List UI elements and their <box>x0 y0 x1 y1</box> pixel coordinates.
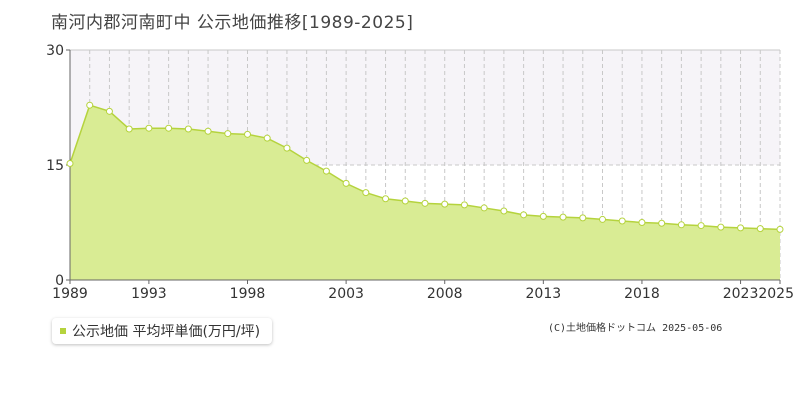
data-point <box>66 159 74 167</box>
x-tick-label: 2025 <box>758 286 794 302</box>
y-tick-label: 0 <box>55 273 64 289</box>
data-point <box>401 197 409 205</box>
data-point <box>342 179 350 187</box>
data-point <box>382 195 390 203</box>
x-tick-label: 1993 <box>131 286 167 302</box>
data-point <box>559 213 567 221</box>
legend-label: 公示地価 平均坪単価(万円/坪) <box>72 324 261 340</box>
data-point <box>224 130 232 138</box>
y-tick-label: 30 <box>46 43 64 59</box>
data-point <box>421 199 429 207</box>
x-tick-label: 1998 <box>230 286 266 302</box>
data-point <box>756 225 764 233</box>
x-tick-label: 1989 <box>52 286 88 302</box>
data-point <box>599 215 606 223</box>
x-tick-label: 2003 <box>328 286 364 302</box>
data-point <box>480 204 488 212</box>
y-tick-label: 15 <box>46 158 64 174</box>
x-tick-label: 2013 <box>526 286 562 302</box>
data-point <box>145 124 153 132</box>
data-point <box>658 219 666 227</box>
copyright-text: (C)土地価格ドットコム 2025-05-06 <box>548 323 723 334</box>
data-point <box>322 167 330 175</box>
data-point <box>204 127 212 135</box>
data-point <box>500 207 508 215</box>
data-point <box>776 225 784 233</box>
data-point <box>125 125 133 133</box>
data-point <box>105 107 113 115</box>
data-point <box>184 125 192 133</box>
data-point <box>717 223 725 231</box>
x-tick-label: 2023 <box>723 286 759 302</box>
data-point <box>303 156 311 164</box>
data-point <box>638 219 646 226</box>
data-point <box>520 211 528 219</box>
data-point <box>677 221 685 229</box>
data-point <box>362 189 370 197</box>
series-area <box>70 105 780 280</box>
data-point <box>165 124 173 132</box>
chart-title: 南河内郡河南町中 公示地価推移[1989-2025] <box>51 13 414 33</box>
legend: 公示地価 平均坪単価(万円/坪) <box>52 318 273 344</box>
data-point <box>579 214 587 222</box>
data-point <box>460 201 468 209</box>
x-tick-label: 2018 <box>624 286 660 302</box>
data-point <box>618 217 626 225</box>
data-point <box>244 130 251 138</box>
data-point <box>86 101 94 109</box>
data-point <box>697 222 705 230</box>
data-point <box>283 144 291 152</box>
x-tick-label: 2008 <box>427 286 463 302</box>
legend-swatch <box>60 328 66 334</box>
data-point <box>263 134 271 142</box>
data-point <box>539 212 547 220</box>
data-point <box>441 200 449 208</box>
data-point <box>737 224 745 232</box>
